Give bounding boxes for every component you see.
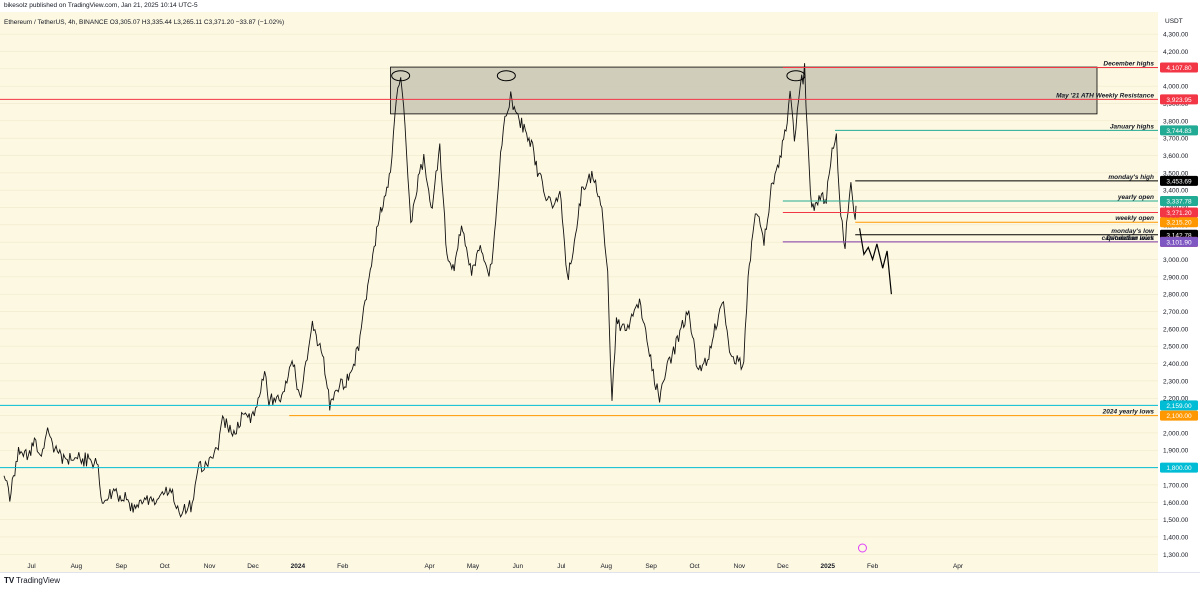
price-series: [3, 63, 857, 518]
price-tag: [1160, 62, 1198, 73]
circled-top-marker: [391, 70, 411, 82]
y-tick-label: 2,500.00: [1163, 344, 1189, 351]
y-tick-label: 2,800.00: [1163, 292, 1189, 299]
symbol-header: Ethereum / TetherUS, 4h, BINANCE O3,305.…: [4, 19, 284, 26]
y-tick-label: 4,300.00: [1163, 32, 1189, 39]
x-tick-label: Aug: [600, 563, 612, 570]
level-label: January highs: [1110, 123, 1154, 130]
y-tick-label: 2,200.00: [1163, 396, 1189, 403]
price-tag-value: 3,744.83: [1166, 128, 1192, 135]
y-tick-label: 4,000.00: [1163, 84, 1189, 91]
level-label: December lows: [1106, 235, 1154, 242]
x-tick-label: Jun: [513, 563, 524, 570]
level-label: May '21 ATH Weekly Resistance: [1056, 92, 1154, 99]
price-tag-value: 3,271.20: [1166, 210, 1192, 217]
level-label: 2024 yearly lows: [1102, 409, 1155, 416]
y-tick-label: 1,700.00: [1163, 482, 1189, 489]
price-tag-value: 3,923.95: [1166, 97, 1192, 104]
publish-bar: bikesolz published on TradingView.com, J…: [0, 0, 1200, 12]
price-tag-value: 3,142.78: [1166, 232, 1192, 239]
currency-label: USDT: [1165, 18, 1183, 25]
price-tag: [1160, 462, 1198, 473]
y-tick-label: 1,600.00: [1163, 500, 1189, 507]
price-axis-background: [1158, 12, 1200, 572]
price-tag-value: 3,101.90: [1166, 239, 1192, 246]
level-label: monday's low: [1111, 228, 1155, 235]
x-tick-label: Nov: [204, 563, 216, 570]
projection-path: [859, 228, 892, 295]
x-tick-label: Oct: [160, 563, 170, 570]
publish-info: bikesolz published on TradingView.com, J…: [4, 2, 198, 9]
x-tick-label: Oct: [689, 563, 699, 570]
x-tick-label: Apr: [425, 563, 436, 570]
price-tag: [1160, 125, 1198, 136]
x-tick-label: May: [467, 563, 480, 570]
level-label: capitulation wick: [1102, 235, 1155, 242]
price-tag-value: 2,159.00: [1166, 403, 1192, 410]
footer-bar: TV TradingView: [0, 572, 1200, 589]
circled-top-marker: [496, 70, 516, 82]
price-tag-value: 3,453.69: [1166, 178, 1192, 185]
event-lightning-icon[interactable]: [857, 543, 867, 553]
y-tick-label: 3,000.00: [1163, 257, 1189, 264]
x-tick-label: Nov: [734, 563, 746, 570]
level-label: weekly open: [1115, 215, 1154, 222]
brand-name: TradingView: [16, 576, 61, 585]
y-tick-label: 2,300.00: [1163, 378, 1189, 385]
x-tick-label: Aug: [71, 563, 83, 570]
x-tick-label: Sep: [645, 563, 657, 570]
y-tick-label: 3,400.00: [1163, 188, 1189, 195]
price-tag: [1160, 94, 1198, 105]
y-tick-label: 2,600.00: [1163, 326, 1189, 333]
tradingview-logo-icon: TV: [4, 576, 15, 585]
price-tag-value: 2,100.00: [1166, 413, 1192, 420]
x-tick-label: Dec: [777, 563, 789, 570]
y-tick-label: 1,300.00: [1163, 552, 1189, 559]
price-tag: [1160, 217, 1198, 228]
y-tick-label: 3,500.00: [1163, 170, 1189, 177]
x-tick-label: Sep: [115, 563, 127, 570]
price-tag: [1160, 195, 1198, 206]
price-tag: [1160, 236, 1198, 247]
y-tick-label: 3,700.00: [1163, 136, 1189, 143]
x-tick-label: Jul: [557, 563, 566, 570]
resistance-zone[interactable]: [390, 66, 1098, 115]
countdown-label: 45:58: [1163, 213, 1180, 220]
y-tick-label: 1,500.00: [1163, 517, 1189, 524]
y-tick-label: 3,800.00: [1163, 118, 1189, 125]
price-tag: [1160, 175, 1198, 186]
price-tag-value: 4,107.80: [1166, 65, 1192, 72]
y-tick-label: 2,900.00: [1163, 274, 1189, 281]
x-tick-label: Feb: [337, 563, 349, 570]
circled-top-marker: [786, 70, 806, 82]
x-tick-label: Dec: [247, 563, 259, 570]
y-tick-label: 4,200.00: [1163, 49, 1189, 56]
price-tag-value: 1,800.00: [1166, 465, 1192, 472]
y-tick-label: 2,000.00: [1163, 430, 1189, 437]
x-tick-label: Feb: [867, 563, 879, 570]
price-tag-value: 3,337.78: [1166, 198, 1192, 205]
x-tick-label: 2024: [291, 563, 306, 570]
level-label: yearly open: [1117, 194, 1154, 201]
y-tick-label: 3,600.00: [1163, 153, 1189, 160]
x-tick-label: Jul: [27, 563, 36, 570]
price-tag-value: 3,215.20: [1166, 220, 1192, 227]
price-tag: [1160, 400, 1198, 411]
y-tick-label: 2,400.00: [1163, 361, 1189, 368]
price-tag: [1160, 410, 1198, 421]
level-label: monday's high: [1108, 174, 1154, 181]
y-tick-label: 1,900.00: [1163, 448, 1189, 455]
level-label: December highs: [1103, 60, 1154, 67]
y-tick-label: 3,900.00: [1163, 101, 1189, 108]
x-tick-label: 2025: [820, 563, 835, 570]
price-tag: [1160, 207, 1198, 218]
y-tick-label: 1,400.00: [1163, 534, 1189, 541]
y-tick-label: 2,700.00: [1163, 309, 1189, 316]
x-tick-label: Apr: [953, 563, 964, 570]
